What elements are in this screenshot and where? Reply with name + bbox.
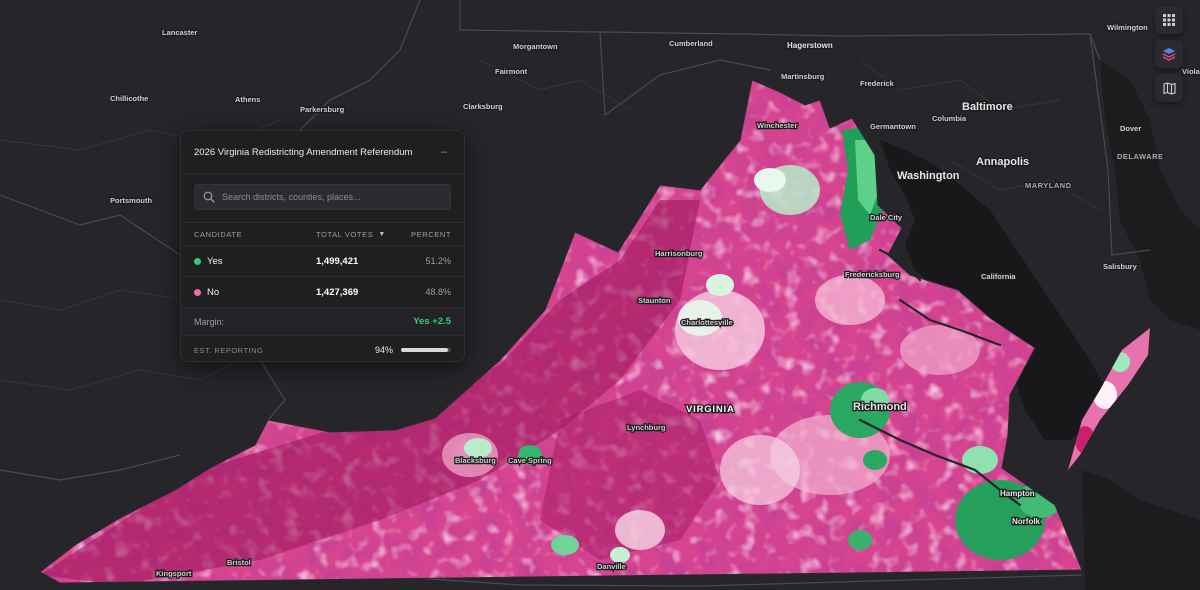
place-label: Salisbury bbox=[1103, 262, 1138, 271]
place-label: Dale City bbox=[870, 213, 903, 222]
place-label: Baltimore bbox=[962, 101, 1013, 113]
no-color-dot bbox=[194, 288, 201, 296]
yes-color-dot bbox=[194, 257, 201, 265]
column-total-votes-label: TOTAL VOTES bbox=[316, 229, 374, 239]
place-label: Dover bbox=[1120, 124, 1141, 133]
place-label: Cumberland bbox=[669, 39, 713, 48]
place-label: Charlottesville bbox=[681, 318, 733, 327]
place-label: Martinsburg bbox=[781, 72, 825, 81]
margin-label: Margin: bbox=[194, 316, 225, 327]
place-label: Parkersburg bbox=[300, 105, 345, 114]
place-label: Viola bbox=[1182, 67, 1200, 76]
place-label: DELAWARE bbox=[1117, 152, 1164, 161]
column-candidate: CANDIDATE bbox=[194, 229, 243, 239]
reporting-row: EST. REPORTING 94% bbox=[181, 336, 464, 361]
place-label: Athens bbox=[235, 95, 260, 104]
candidate-percent: 51.2% bbox=[425, 256, 451, 266]
search-box[interactable] bbox=[194, 184, 451, 210]
margin-row: Margin: Yes +2.5 bbox=[181, 308, 464, 336]
candidate-name: Yes bbox=[207, 255, 223, 267]
panel-header: 2026 Virginia Redistricting Amendment Re… bbox=[181, 131, 464, 173]
place-label: Blacksburg bbox=[455, 456, 496, 465]
place-label: Fredericksburg bbox=[845, 270, 900, 279]
place-label: Richmond bbox=[853, 401, 907, 413]
place-label: Lancaster bbox=[162, 28, 198, 37]
place-label: Fairmont bbox=[495, 67, 528, 76]
place-label: Staunton bbox=[638, 296, 671, 305]
map-icon bbox=[1162, 81, 1176, 95]
result-row-no[interactable]: No 1,427,369 48.8% bbox=[181, 277, 464, 308]
grid-icon bbox=[1163, 14, 1175, 26]
candidate-name: No bbox=[207, 286, 220, 298]
grid-view-button[interactable] bbox=[1155, 6, 1183, 34]
reporting-progress-bar bbox=[401, 348, 451, 352]
place-label: Kingsport bbox=[156, 569, 192, 578]
place-label: Portsmouth bbox=[110, 196, 153, 205]
place-label: Frederick bbox=[860, 79, 895, 88]
candidate-percent: 48.8% bbox=[425, 287, 451, 297]
virginia-outline bbox=[39, 79, 1083, 584]
place-label: Hagerstown bbox=[787, 41, 833, 50]
layers-icon bbox=[1162, 48, 1176, 61]
result-row-yes[interactable]: Yes 1,499,421 51.2% bbox=[181, 246, 464, 277]
place-label: Norfolk bbox=[1012, 517, 1041, 526]
place-label: Washington bbox=[897, 170, 960, 182]
results-table-header: CANDIDATE TOTAL VOTES ▼ PERCENT bbox=[181, 222, 464, 246]
reporting-value: 94% bbox=[374, 345, 393, 355]
search-icon bbox=[203, 191, 215, 203]
sort-desc-icon: ▼ bbox=[378, 230, 386, 238]
place-label: Germantown bbox=[870, 122, 916, 131]
place-label: Winchester bbox=[757, 121, 797, 130]
place-label: Wilmington bbox=[1107, 23, 1148, 32]
place-label: Clarksburg bbox=[463, 102, 503, 111]
panel-title: 2026 Virginia Redistricting Amendment Re… bbox=[194, 146, 413, 158]
place-label: MARYLAND bbox=[1025, 181, 1072, 190]
basemap-button[interactable] bbox=[1155, 74, 1183, 102]
state-label: VIRGINIA bbox=[686, 404, 735, 415]
candidate-votes: 1,499,421 bbox=[316, 255, 359, 267]
place-label: Chillicothe bbox=[110, 94, 148, 103]
place-label: Morgantown bbox=[513, 42, 558, 51]
place-label: Annapolis bbox=[976, 156, 1029, 168]
column-total-votes[interactable]: TOTAL VOTES ▼ bbox=[316, 230, 411, 239]
margin-value: Yes +2.5 bbox=[413, 316, 451, 327]
layers-button[interactable] bbox=[1155, 40, 1183, 68]
reporting-label: EST. REPORTING bbox=[194, 345, 264, 355]
place-label: California bbox=[981, 272, 1016, 281]
place-label: Hampton bbox=[1000, 489, 1035, 498]
place-label: Lynchburg bbox=[627, 423, 666, 432]
place-label: Danville bbox=[597, 562, 626, 571]
water-layer bbox=[880, 60, 1200, 590]
candidate-votes: 1,427,369 bbox=[316, 286, 359, 298]
place-label: Columbia bbox=[932, 114, 967, 123]
place-label: Bristol bbox=[227, 558, 251, 567]
collapse-button[interactable]: – bbox=[440, 146, 448, 158]
place-label: Cave Spring bbox=[508, 456, 552, 465]
search-input[interactable] bbox=[222, 192, 442, 202]
place-labels: Lancaster Chillicothe Athens Parkersburg… bbox=[109, 22, 1200, 580]
reporting-progress-fill bbox=[401, 348, 448, 352]
rivers bbox=[858, 248, 1022, 507]
column-percent: PERCENT bbox=[411, 229, 452, 239]
results-panel: 2026 Virginia Redistricting Amendment Re… bbox=[180, 130, 465, 362]
place-label: Harrisonburg bbox=[655, 249, 703, 258]
